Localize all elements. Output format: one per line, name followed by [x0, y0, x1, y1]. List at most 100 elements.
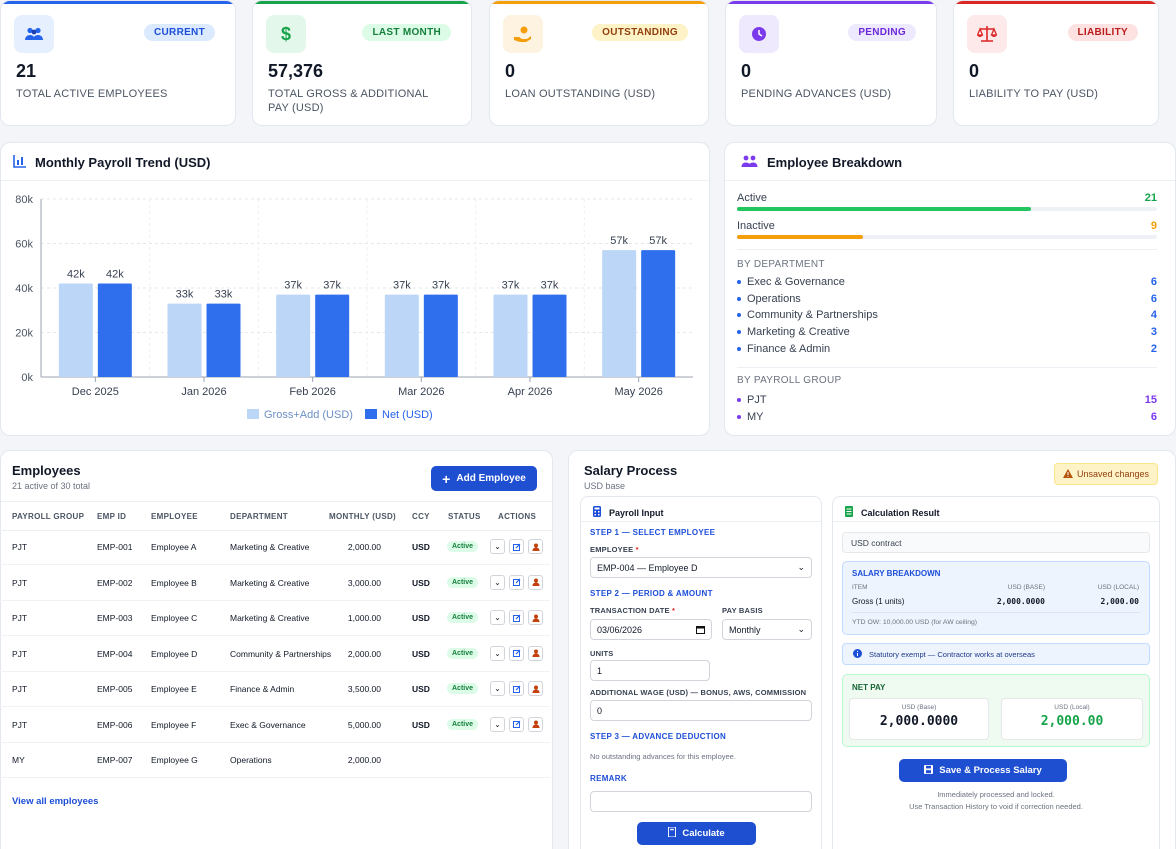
payroll-trend-card: Monthly Payroll Trend (USD) 0k 20k 40k 60k 8…: [0, 142, 710, 436]
kpi-label: TOTAL ACTIVE EMPLOYEES: [16, 88, 168, 100]
cell-ccy: USD: [412, 648, 430, 659]
x-tick-label: Apr 2026: [508, 386, 553, 398]
calculation-result-panel: Calculation Result: [832, 496, 1160, 849]
units-input[interactable]: 1: [590, 660, 710, 681]
table-header: EMPLOYEE: [151, 512, 198, 521]
inactive-row: Inactive 9: [737, 220, 1157, 232]
table-row[interactable]: PJT EMP-003 Employee C Marketing & Creative…: [0, 601, 550, 636]
kpi-label: PENDING ADVANCES (USD): [741, 88, 892, 100]
document-icon: [845, 506, 853, 519]
info-icon: [853, 648, 862, 660]
expand-icon[interactable]: ⌄: [490, 539, 505, 554]
table-row[interactable]: PJT EMP-004 Employee D Community & Partners…: [0, 637, 550, 672]
expand-icon[interactable]: ⌄: [490, 645, 505, 661]
kpi-badge: PENDING: [848, 24, 916, 41]
kpi-badge: LIABILITY: [1067, 24, 1138, 41]
salary-breakdown-title: SALARY BREAKDOWN: [852, 569, 941, 578]
user-icon[interactable]: [528, 716, 543, 732]
expand-icon[interactable]: ⌄: [490, 681, 505, 696]
department-row: Operations 6: [737, 293, 1157, 305]
hand-coin-icon: [503, 15, 543, 53]
bar: [532, 294, 567, 377]
gross-base: 2,000.0000: [996, 597, 1045, 606]
view-all-employees-link[interactable]: View all employees: [12, 796, 99, 807]
cell-name: Employee G: [151, 755, 198, 765]
edit-icon[interactable]: [509, 645, 524, 661]
bar: [423, 294, 458, 377]
chevron-down-icon: ⌄: [797, 624, 805, 634]
table-header: MONTHLY (USD): [329, 512, 397, 521]
payroll-trend-chart: 0k 20k 40k 60k 80k 42k 42k Dec 2025 33k 33k Jan 20…: [15, 194, 693, 421]
edit-icon[interactable]: [509, 574, 524, 590]
status-badge: Active: [447, 718, 479, 730]
cell-dept: Exec & Governance: [230, 719, 306, 730]
cell-monthly: 5,000.00: [347, 719, 381, 730]
edit-icon[interactable]: [509, 610, 524, 625]
step2-label: STEP 2 — PERIOD & AMOUNT: [590, 589, 713, 598]
additional-wage-input[interactable]: 0: [590, 700, 812, 721]
cell-name: Employee F: [151, 719, 197, 730]
table-header: CCY: [412, 512, 430, 521]
cell-monthly: 3,000.00: [347, 577, 381, 588]
y-tick-label: 80k: [15, 194, 33, 206]
expand-icon[interactable]: ⌄: [490, 610, 505, 625]
users-icon: [14, 15, 54, 53]
net-pay-title: NET PAY: [852, 683, 886, 692]
department-row: Finance & Admin 2: [737, 343, 1157, 355]
kpi-badge: OUTSTANDING: [592, 24, 688, 41]
transaction-date-input[interactable]: 03/06/2026: [590, 619, 712, 640]
salary-process-subtitle: USD base: [584, 481, 626, 491]
edit-icon[interactable]: [509, 681, 524, 696]
cell-name: Employee E: [151, 684, 197, 694]
calculate-button[interactable]: Calculate: [637, 822, 756, 845]
user-icon[interactable]: [528, 539, 543, 554]
save-process-salary-button[interactable]: Save & Process Salary: [899, 759, 1067, 782]
user-icon[interactable]: [528, 681, 543, 696]
expand-icon[interactable]: ⌄: [490, 716, 505, 732]
bar: [384, 294, 419, 377]
user-icon[interactable]: [528, 610, 543, 625]
pay-basis-select[interactable]: Monthly ⌄: [722, 619, 812, 640]
table-row[interactable]: PJT EMP-001 Employee A Marketing & Creative…: [0, 530, 550, 565]
y-tick-label: 40k: [15, 283, 33, 295]
user-icon[interactable]: [528, 645, 543, 661]
legend-swatch: [365, 409, 377, 419]
y-tick-label: 60k: [15, 239, 33, 251]
plus-icon: +: [442, 470, 451, 487]
table-row[interactable]: PJT EMP-006 Employee F Exec & Governance 5,0…: [0, 708, 550, 743]
by-department-label: BY DEPARTMENT: [737, 259, 825, 270]
table-row[interactable]: PJT EMP-005 Employee E Finance & Admin 3,500…: [0, 672, 550, 707]
data-label: 42k: [67, 269, 85, 281]
transaction-date-label: TRANSACTION DATE *: [590, 606, 676, 615]
data-label: 33k: [176, 289, 194, 301]
ytd-note: YTD OW: 10,000.00 USD (for AW ceiling): [852, 619, 978, 626]
edit-icon[interactable]: [509, 539, 524, 554]
kpi-label: TOTAL GROSS & ADDITIONAL PAY (USD): [268, 88, 429, 114]
table-row[interactable]: PJT EMP-002 Employee B Marketing & Creative…: [0, 566, 550, 601]
payroll-input-title: Payroll Input: [609, 507, 664, 518]
expand-icon[interactable]: ⌄: [490, 574, 505, 590]
legend-label: Gross+Add (USD): [264, 409, 353, 421]
user-icon[interactable]: [528, 574, 543, 590]
remark-input[interactable]: [590, 791, 812, 812]
cell-id: EMP-006: [97, 719, 133, 730]
active-row: Active 21: [737, 192, 1157, 204]
kpi-card: LIABILITY 0 LIABILITY TO PAY (USD): [953, 0, 1159, 126]
edit-icon[interactable]: [509, 716, 524, 732]
cell-dept: Marketing & Creative: [230, 542, 310, 552]
gross-local: 2,000.00: [1100, 597, 1139, 606]
employee-select[interactable]: EMP-004 — Employee D ⌄: [590, 557, 812, 578]
calendar-icon[interactable]: [696, 625, 705, 636]
table-row[interactable]: MY EMP-007 Employee G Operations 2,000.00: [0, 743, 550, 778]
cell-id: EMP-003: [97, 613, 133, 623]
table-header: STATUS: [448, 512, 481, 521]
payroll-trend-title: Monthly Payroll Trend (USD): [35, 155, 211, 170]
save-icon: [924, 764, 934, 777]
cell-monthly: 1,000.00: [347, 613, 381, 623]
unsaved-badge: Unsaved changes: [1054, 463, 1158, 485]
col-base: USD (BASE): [1007, 584, 1045, 591]
kpi-badge: CURRENT: [144, 24, 215, 41]
data-label: 37k: [541, 280, 559, 292]
add-employee-button[interactable]: + Add Employee: [431, 466, 537, 491]
contract-box: USD contract: [842, 532, 1150, 553]
